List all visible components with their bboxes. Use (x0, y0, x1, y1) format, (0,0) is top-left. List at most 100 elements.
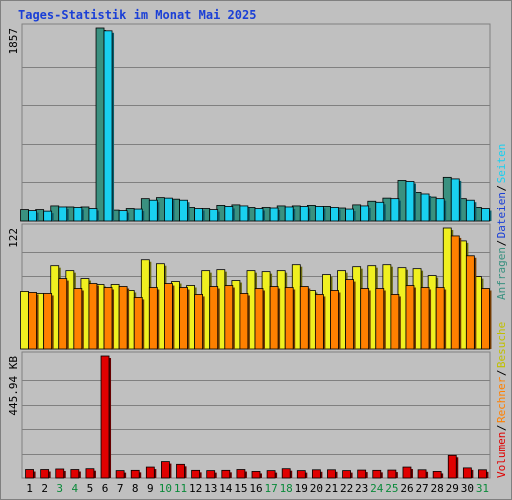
legend-item-rechner: Rechner (495, 376, 508, 423)
bar-volumen (447, 454, 457, 479)
bar-rechner (254, 288, 264, 350)
bar-volumen (357, 469, 367, 479)
bar-anfragen (95, 27, 105, 222)
bar-rechner (481, 288, 490, 350)
bar-dateien (224, 206, 234, 222)
bar-dateien (435, 198, 445, 222)
bar-rechner (179, 287, 188, 350)
bar-volumen (251, 471, 261, 479)
legend-item-anfragen: Anfragen (495, 247, 508, 300)
bar-volumen (372, 469, 382, 479)
bar-dateien (209, 209, 219, 222)
bar-dateien (88, 208, 98, 222)
plot-area (21, 351, 491, 479)
chart-panels: 1857 122 445.94 KB (7, 23, 492, 479)
bar-dateien (179, 199, 188, 222)
bar-rechner (103, 287, 113, 350)
x-tick-label: 27 (415, 482, 428, 495)
x-tick-label: 7 (117, 482, 124, 495)
bar-volumen (402, 466, 412, 479)
bar-rechner (314, 294, 324, 350)
bar-volumen (296, 470, 306, 479)
bar-dateien (465, 199, 475, 222)
bar-rechner (269, 286, 279, 350)
bar-volumen (176, 463, 185, 479)
x-tick-label: 2 (41, 482, 48, 495)
bar-rechner (345, 279, 354, 350)
x-tick-label: 26 (400, 482, 413, 495)
bar-rechner (375, 288, 385, 350)
x-tick-label: 12 (189, 482, 202, 495)
bar-rechner (465, 255, 475, 350)
bar-rechner (88, 283, 98, 350)
bar-volumen (40, 469, 50, 479)
legend-separator: / (495, 185, 508, 192)
bar-rechner (450, 235, 460, 350)
legend-separator: / (495, 370, 508, 377)
bar-dateien (360, 205, 370, 222)
bar-rechner (299, 286, 309, 350)
bar-volumen (236, 469, 246, 479)
x-tick-label: 31 (476, 482, 489, 495)
bar-rechner (209, 286, 219, 350)
bar-volumen (342, 470, 351, 479)
bar-dateien (405, 181, 415, 222)
x-tick-label: 19 (295, 482, 308, 495)
x-tick-label: 16 (249, 482, 262, 495)
bar-dateien (43, 210, 53, 222)
bar-dateien (420, 193, 430, 222)
bar-dateien (148, 199, 158, 222)
bar-volumen (327, 469, 336, 479)
bar-dateien (118, 210, 128, 222)
bar-dateien (375, 201, 385, 222)
x-tick-label: 23 (355, 482, 368, 495)
x-tick-label: 15 (234, 482, 247, 495)
legend-separator: / (495, 240, 508, 247)
bar-rechner (330, 290, 339, 350)
bar-dateien (330, 207, 339, 222)
legend-lower: Volumen/Rechner/Besuche (495, 322, 508, 478)
legend-separator: / (495, 424, 508, 431)
x-tick-label: 28 (431, 482, 444, 495)
x-tick-label: 21 (325, 482, 338, 495)
bar-rechner (28, 292, 37, 350)
bar-rechner (224, 285, 234, 350)
x-tick-label: 4 (72, 482, 79, 495)
bar-dateien (103, 30, 113, 222)
bar-rechner (133, 297, 143, 350)
y-axis-max-label: 1857 (7, 28, 20, 55)
bar-anfragen (20, 209, 29, 222)
bar-rechner (360, 288, 370, 350)
bar-dateien (58, 206, 68, 222)
bar-volumen (85, 468, 95, 479)
bar-rechner (43, 293, 53, 350)
x-tick-label: 30 (461, 482, 474, 495)
y-axis-max-label: 122 (7, 228, 20, 248)
panel-2: 122 (7, 223, 492, 350)
x-tick-label: 24 (370, 482, 384, 495)
bar-dateien (133, 208, 143, 222)
x-tick-label: 10 (159, 482, 172, 495)
legend-item-besuche: Besuche (495, 322, 508, 368)
bar-dateien (299, 206, 309, 222)
bar-volumen (417, 469, 427, 479)
x-tick-label: 8 (132, 482, 139, 495)
bar-dateien (269, 207, 279, 222)
bar-rechner (194, 294, 204, 350)
bar-dateien (314, 206, 324, 222)
bar-volumen (25, 469, 34, 479)
legend-item-dateien: Dateien (495, 192, 508, 238)
bar-volumen (478, 469, 487, 479)
bar-rechner (405, 285, 415, 350)
y-axis-max-label: 445.94 KB (7, 356, 20, 416)
bar-dateien (164, 197, 173, 222)
bar-volumen (100, 355, 110, 479)
bar-volumen (266, 470, 276, 479)
x-tick-label: 25 (385, 482, 398, 495)
panel-3: 445.94 KB (7, 351, 491, 479)
bar-volumen (281, 468, 291, 479)
bar-volumen (161, 461, 170, 479)
bar-volumen (130, 469, 140, 479)
bar-dateien (73, 207, 83, 222)
